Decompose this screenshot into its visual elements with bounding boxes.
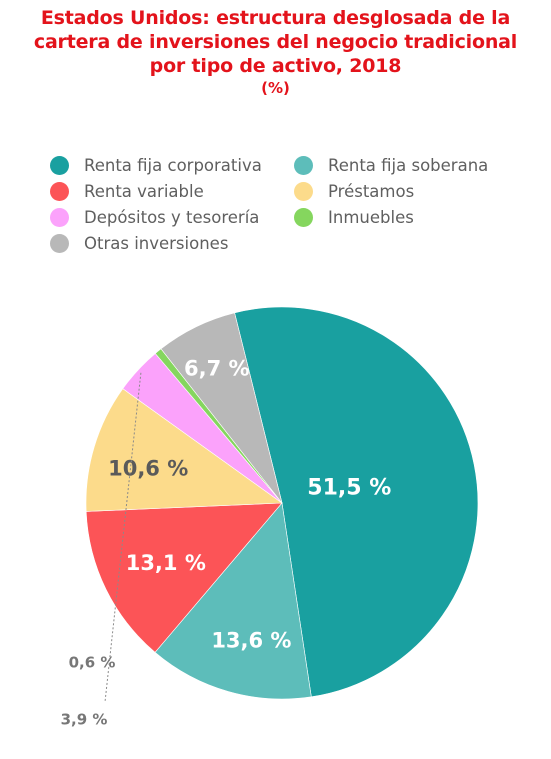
legend-item-renta-fija-soberana: Renta fija soberana [294, 156, 488, 175]
legend-swatch [50, 208, 69, 227]
chart-subtitle: (%) [261, 79, 290, 97]
legend-item-depositos-y-tesoreria: Depósitos y tesorería [50, 208, 259, 227]
legend-label: Renta variable [84, 182, 204, 201]
slice-value-label-inmuebles: 0,6 % [69, 654, 116, 672]
pie-slice-renta-variable [85, 502, 283, 653]
legend-item-renta-variable: Renta variable [50, 182, 204, 201]
chart-title-line-3: por tipo de activo, 2018 [149, 55, 402, 77]
legend-item-renta-fija-corporativa: Renta fija corporativa [50, 156, 262, 175]
legend-swatch [50, 156, 69, 175]
chart-title-line-2: cartera de inversiones del negocio tradi… [33, 31, 518, 53]
leader-line-depositos-y-tesoreria [104, 372, 142, 703]
slice-value-label-renta-variable: 13,1 % [126, 551, 206, 575]
legend-swatch [294, 182, 313, 201]
legend-label: Inmuebles [328, 208, 414, 227]
pie-slice-renta-fija-soberana [154, 502, 312, 700]
slice-value-label-renta-fija-soberana: 13,6 % [211, 629, 291, 653]
pie-slice-renta-fija-corporativa [234, 306, 479, 698]
slice-value-label-depositos-y-tesoreria: 3,9 % [61, 711, 108, 729]
legend-label: Depósitos y tesorería [84, 208, 260, 227]
legend-label: Préstamos [328, 182, 415, 201]
legend-swatch [50, 234, 69, 253]
slice-value-label-renta-fija-corporativa: 51,5 % [307, 476, 391, 501]
legend-item-prestamos: Préstamos [294, 182, 414, 201]
legend-label: Renta fija soberana [328, 156, 489, 175]
legend-label: Otras inversiones [84, 234, 229, 253]
slice-value-label-otras-inversiones: 6,7 % [184, 357, 250, 381]
slice-value-label-prestamos: 10,6 % [108, 457, 188, 481]
pie-slice-otras-inversiones [160, 312, 283, 504]
legend-label: Renta fija corporativa [84, 156, 262, 175]
legend-item-inmuebles: Inmuebles [294, 208, 414, 227]
legend-item-otras-inversiones: Otras inversiones [50, 234, 228, 253]
legend-swatch [294, 208, 313, 227]
chart-title: Estados Unidos: estructura desglosada de… [0, 6, 551, 98]
legend-swatch [294, 156, 313, 175]
legend-swatch [50, 182, 69, 201]
pie-slice-prestamos [85, 388, 283, 512]
chart-title-line-1: Estados Unidos: estructura desglosada de… [40, 7, 511, 29]
